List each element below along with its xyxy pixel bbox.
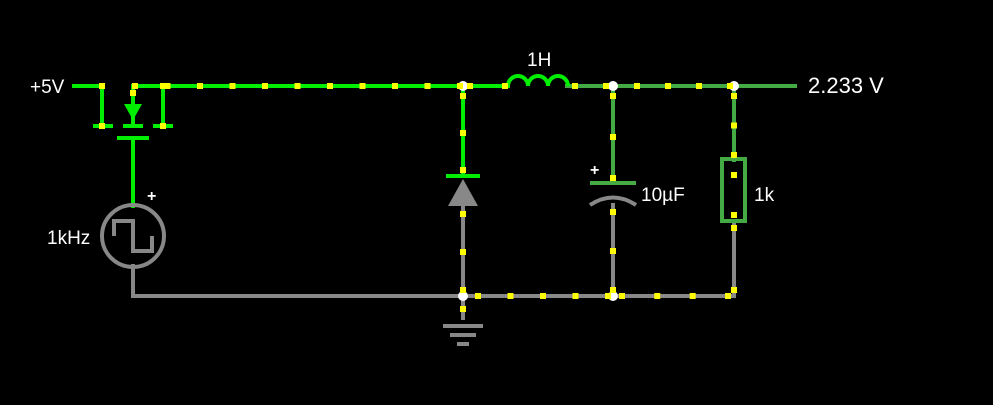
current-dot	[262, 83, 268, 89]
current-dot	[610, 287, 616, 293]
current-dot	[392, 83, 398, 89]
current-dot	[160, 123, 166, 129]
current-dot	[424, 83, 431, 89]
capacitor-label: 10µF	[641, 185, 685, 206]
current-dot	[572, 83, 578, 89]
current-dot	[610, 209, 616, 215]
current-dot	[99, 83, 105, 89]
inductor[interactable]	[506, 74, 570, 87]
current-dot	[727, 83, 733, 89]
capacitor-polarity: +	[590, 162, 599, 179]
current-dot	[130, 90, 136, 96]
current-dot	[610, 134, 616, 140]
current-dot	[731, 287, 737, 293]
current-dot	[467, 83, 473, 89]
current-dot	[689, 293, 696, 299]
current-dot	[725, 293, 731, 299]
freewheel-diode[interactable]	[446, 174, 480, 206]
current-dot	[634, 83, 640, 89]
clock-polarity: +	[147, 188, 156, 205]
current-dot	[132, 83, 138, 89]
current-dot	[731, 122, 737, 129]
current-dot	[572, 293, 579, 299]
inductor-label: 1H	[527, 50, 551, 71]
current-dot	[460, 249, 466, 255]
current-dot	[619, 293, 625, 299]
current-dot	[610, 175, 616, 181]
output-voltage-readout: 2.233 V	[808, 73, 884, 98]
current-dot	[460, 211, 466, 217]
current-dot	[610, 248, 616, 254]
node-cap-top	[608, 81, 618, 91]
current-flow-dots	[99, 83, 737, 312]
current-dot	[605, 293, 611, 299]
current-dot	[99, 123, 105, 129]
current-dot	[502, 83, 508, 89]
current-dot	[460, 93, 466, 99]
current-dot	[540, 293, 546, 299]
current-dot	[327, 83, 333, 89]
square-wave-icon	[112, 219, 154, 253]
capacitor[interactable]	[588, 181, 638, 207]
current-dot	[507, 293, 514, 299]
diode-triangle-icon	[448, 179, 478, 206]
current-dot	[460, 306, 466, 312]
clock-source[interactable]	[100, 203, 166, 269]
current-dot	[294, 83, 301, 89]
load-resistor[interactable]	[720, 157, 747, 223]
current-dot	[603, 83, 609, 89]
current-dot	[460, 130, 466, 136]
current-dot	[229, 83, 236, 89]
current-dot	[610, 93, 616, 99]
ground-icon	[443, 324, 483, 346]
clock-label: 1kHz	[47, 228, 90, 249]
resistor-label: 1k	[754, 185, 775, 206]
current-dot	[731, 172, 737, 178]
supply-label: +5V	[30, 77, 65, 98]
current-dot	[731, 225, 737, 231]
current-dot	[731, 152, 737, 158]
mosfet-arrow-icon	[124, 104, 142, 120]
current-dot	[731, 93, 737, 99]
current-dot	[475, 293, 481, 299]
current-dot	[696, 83, 702, 89]
current-dot	[460, 287, 466, 293]
current-dot	[731, 212, 737, 218]
current-dot	[665, 83, 671, 89]
current-dot	[359, 83, 366, 89]
current-dot	[160, 83, 166, 89]
current-dot	[460, 167, 466, 173]
current-dot	[457, 83, 463, 89]
current-dot	[164, 83, 171, 89]
current-dot	[197, 83, 203, 89]
current-dot	[654, 293, 661, 299]
node-ground-diode	[458, 291, 468, 301]
